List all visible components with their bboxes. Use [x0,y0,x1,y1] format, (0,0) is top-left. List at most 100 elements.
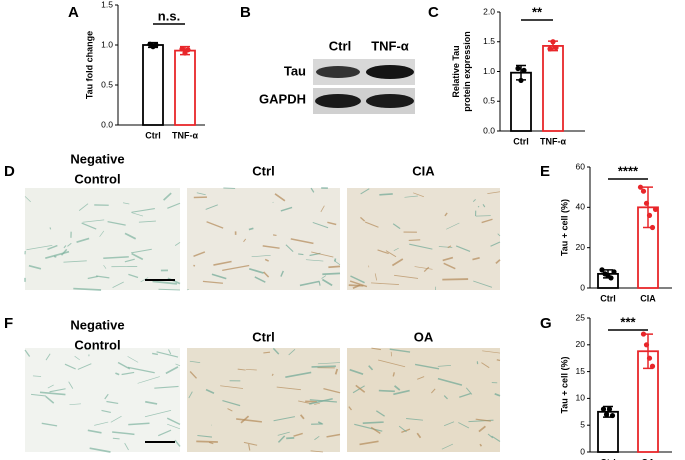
tissue-fiber [137,376,160,384]
data-point [185,47,191,53]
y-tick-label: 1.5 [483,36,495,46]
micrograph [25,188,180,290]
tissue-fiber [74,355,80,361]
micrograph [347,188,500,290]
y-tick-label: 0.0 [483,125,495,135]
y-tick-label: 0.0 [101,119,113,129]
tissue-fiber [446,222,460,230]
y-tick-label: 25 [576,312,586,322]
tissue-fiber [168,349,172,355]
tissue-fiber [205,204,218,210]
tissue-fiber [309,397,333,405]
data-point [515,65,521,72]
tissue-fiber [490,241,501,247]
data-point [646,355,653,361]
tissue-fiber [494,392,501,397]
tissue-fiber [237,368,246,371]
tissue-fiber [414,266,433,270]
tissue-fiber [131,252,144,261]
tissue-fiber [165,366,179,375]
tissue-fiber [495,259,501,265]
tissue-fiber [189,371,198,379]
tissue-fiber [222,264,250,271]
data-point [521,67,527,73]
column-label: Control [74,171,120,186]
column-label: Negative [70,151,124,166]
y-tick-label: 1.0 [101,39,113,49]
panel-label: D [4,163,15,180]
tissue-fiber [322,272,341,276]
data-point [646,212,653,218]
tissue-fiber [442,256,454,262]
x-tick-label: OA [641,457,655,460]
significance-label: *** [620,314,636,329]
tissue-fiber [248,443,251,451]
tissue-fiber [497,233,501,237]
tissue-fiber [377,249,389,255]
tissue-fiber [63,260,87,263]
tissue-fiber [465,387,473,395]
tissue-fiber [288,349,296,356]
y-tick-label: 2.0 [483,6,495,16]
tissue-fiber [491,435,501,442]
bar [542,45,564,132]
tissue-fiber [131,248,152,254]
tissue-fiber [110,415,122,423]
tissue-fiber [443,395,448,400]
tissue-fiber [107,220,126,226]
column-label: CIA [412,163,435,178]
y-tick-label: 15 [576,366,586,376]
panel-label: E [540,163,550,180]
tissue-fiber [47,384,54,389]
tissue-fiber [441,443,454,450]
tissue-fiber [193,251,206,257]
tissue-fiber [69,403,81,405]
tissue-fiber [482,203,486,208]
tissue-fiber [354,423,383,432]
x-tick-label: TNF-α [540,136,566,146]
lane-label: TNF-α [371,38,409,53]
tissue-fiber [458,422,470,429]
tissue-fiber [157,429,172,437]
y-axis-label: Tau fold change [84,31,94,99]
column-label: Ctrl [252,329,274,344]
tissue-fiber [478,425,486,433]
tissue-fiber [67,242,72,247]
y-tick-label: 0.5 [483,96,495,106]
significance-label: n.s. [158,8,180,23]
tissue-fiber [158,288,181,291]
tissue-fiber [31,393,47,397]
tissue-fiber [166,417,181,425]
tissue-fiber [89,447,111,453]
tissue-fiber [393,247,399,251]
tissue-fiber [360,188,370,195]
y-tick-label: 20 [576,339,586,349]
y-tick-label: 20 [576,242,586,252]
tissue-fiber [364,221,379,228]
y-axis-label: Relative Tau [451,45,461,97]
tissue-fiber [189,360,201,364]
tissue-fiber [45,395,55,404]
tissue-fiber [352,385,365,394]
tissue-fiber [73,287,102,291]
tissue-fiber [473,280,493,288]
tissue-fiber [163,192,172,201]
tissue-fiber [248,227,254,231]
x-tick-label: Ctrl [600,293,616,303]
tissue-fiber [280,206,293,212]
tissue-fiber [394,274,419,279]
tissue-fiber [417,376,425,380]
tissue-fiber [211,273,227,280]
tissue-fiber [472,199,476,203]
data-point [643,200,650,206]
tissue-fiber [152,280,178,285]
tissue-fiber [272,347,280,355]
tissue-fiber [121,371,135,376]
tissue-fiber [277,431,290,436]
tissue-fiber [251,254,271,258]
tissue-fiber [243,238,247,243]
tissue-fiber [298,253,304,256]
tissue-fiber [45,353,51,361]
tissue-fiber [392,223,401,230]
tissue-fiber [359,440,379,446]
